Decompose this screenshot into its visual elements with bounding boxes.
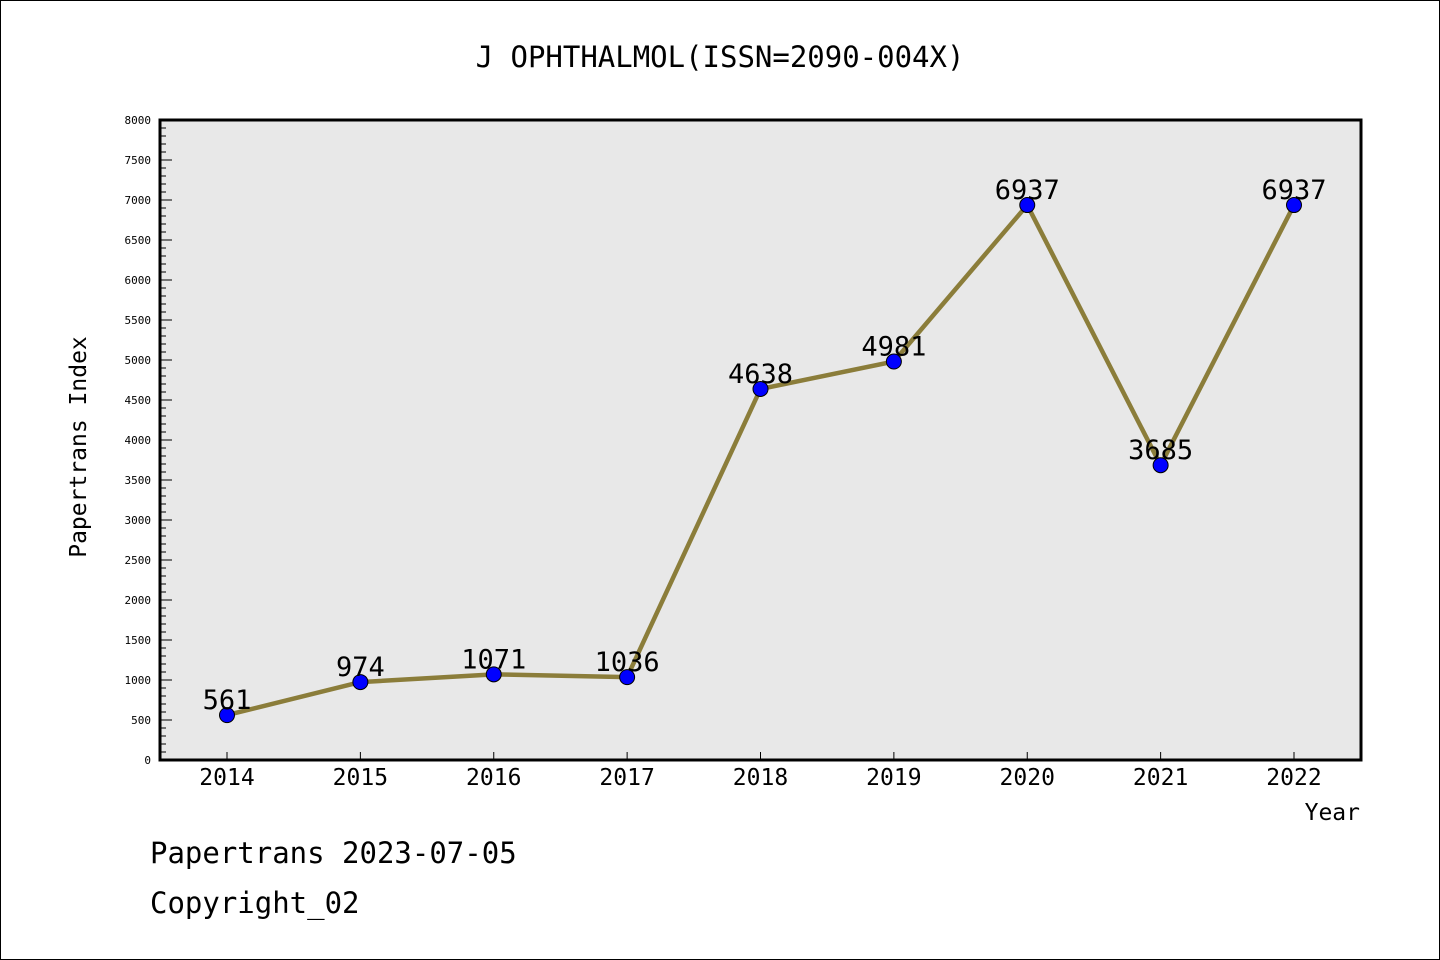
x-tick-label: 2022 [1266,765,1321,791]
data-label: 3685 [1128,435,1193,466]
y-tick-label: 7000 [125,194,152,207]
data-point [1286,197,1302,214]
data-label: 4638 [728,359,793,390]
footer-date-text: Papertrans 2023-07-05 [150,836,517,870]
y-tick-label: 500 [131,714,151,727]
data-label: 1071 [461,644,526,675]
data-label: 6937 [1261,175,1326,206]
x-tick-label: 2019 [866,765,921,791]
data-label: 4981 [861,332,926,363]
plot-border [158,118,1363,762]
series-layer [219,197,1302,724]
data-point [1019,197,1036,214]
x-tick-label: 2014 [199,765,254,791]
y-tick-label: 3000 [125,514,152,527]
plot-area [160,120,1361,760]
x-tick-label: 2016 [466,765,521,791]
x-tick-label: 2021 [1133,765,1188,791]
data-label: 6937 [995,175,1060,206]
chart-title: J OPHTHALMOL(ISSN=2090-004X) [476,40,965,74]
y-tick-label: 2500 [125,554,152,567]
y-tick-label: 4000 [125,434,152,447]
x-axis: 2014 2015 2016 2017 2018 2019 2020 2021 2022 [199,752,1322,791]
data-label: 1036 [595,647,660,678]
y-tick-label: 7500 [125,154,152,167]
x-axis-label: Year [1305,800,1360,826]
data-point [485,666,502,683]
y-tick-label: 1500 [125,634,152,647]
x-tick-label: 2015 [333,765,388,791]
data-point [885,353,902,370]
y-tick-label: 3500 [125,474,152,487]
y-tick-label: 1000 [125,674,152,687]
y-tick-label: 4500 [125,394,152,407]
data-point [752,380,769,397]
data-labels-layer: 561 974 1071 1036 4638 4981 6937 3685 6937 [203,175,1327,716]
y-tick-label: 0 [144,754,151,767]
y-tick-label: 6000 [125,274,152,287]
y-axis: 0 500 1000 1500 2000 2500 3000 3500 4000 4500 5000… [125,114,172,767]
y-tick-label: 2000 [125,594,152,607]
data-point [352,674,369,691]
x-tick-label: 2020 [1000,765,1055,791]
y-tick-label: 8000 [125,114,152,127]
footer-copyright-text: Copyright_02 [150,886,360,920]
data-label: 561 [203,685,252,716]
data-point [1152,457,1169,474]
x-tick-label: 2018 [733,765,788,791]
data-point [219,707,235,724]
y-tick-label: 5000 [125,354,152,367]
y-tick-label: 6500 [125,234,152,247]
data-point [619,669,636,686]
x-tick-label: 2017 [599,765,654,791]
y-tick-label: 5500 [125,314,152,327]
y-axis-label: Papertrans Index [66,336,92,558]
data-label: 974 [336,652,385,683]
